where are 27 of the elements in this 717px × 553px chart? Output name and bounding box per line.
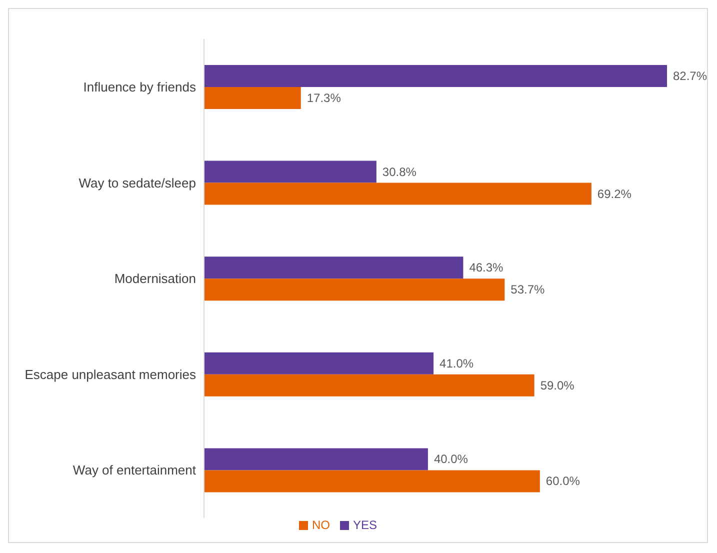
data-label: 30.8%	[382, 164, 417, 179]
bar	[204, 160, 376, 183]
bar	[204, 87, 301, 109]
bar	[204, 256, 464, 279]
bar	[204, 65, 667, 87]
data-label: 46.3%	[469, 260, 504, 275]
bar	[204, 470, 540, 492]
data-label: 69.2%	[597, 186, 632, 201]
bar	[204, 374, 534, 396]
data-label: 60.0%	[546, 474, 580, 488]
bar	[204, 182, 592, 205]
data-label: 17.3%	[306, 91, 342, 105]
y-tick-label: Modernisation	[114, 271, 196, 286]
legend-label: YES	[352, 518, 377, 532]
y-tick-label: Escape unpleasant memories	[24, 366, 196, 382]
data-label: 41.0%	[440, 356, 474, 370]
data-label: 53.7%	[510, 282, 545, 297]
bar	[204, 448, 428, 470]
y-tick-label: Way of entertainment	[72, 462, 196, 478]
bar	[204, 278, 505, 301]
data-label: 59.0%	[540, 378, 575, 392]
y-tick-label: Way to sedate/sleep	[78, 175, 196, 190]
y-tick-label: Influence by friends	[83, 80, 196, 95]
data-label: 40.0%	[434, 452, 468, 466]
bar	[204, 352, 434, 374]
legend-label: NO	[312, 518, 330, 532]
data-label: 82.7%	[673, 69, 708, 83]
